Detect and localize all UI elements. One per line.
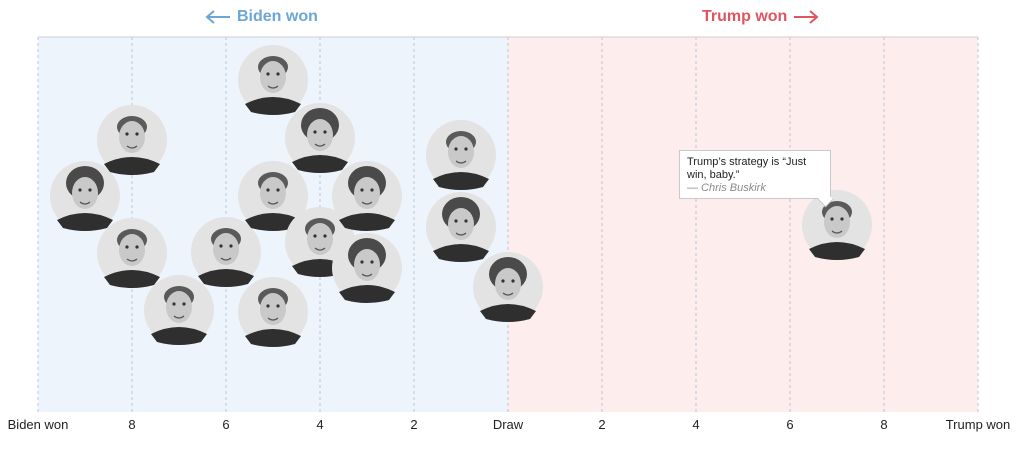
x-tick-label: Draw	[493, 417, 524, 432]
x-tick-label: 6	[222, 417, 229, 432]
x-tick-label: 2	[410, 417, 417, 432]
x-tick-label: 8	[128, 417, 135, 432]
x-tick-label: 4	[692, 417, 699, 432]
biden-won-label: Biden won	[237, 8, 318, 25]
pundit-avatar[interactable]	[332, 233, 402, 303]
pundit-avatar[interactable]	[238, 45, 308, 115]
quote-tooltip: Trump’s strategy is “Just win, baby.” — …	[679, 150, 834, 208]
x-tick-label: 8	[880, 417, 887, 432]
x-tick-label: Trump won	[946, 417, 1011, 432]
quote-text: Trump’s strategy is “Just win, baby.”	[687, 156, 807, 181]
x-tick-label: Biden won	[8, 417, 69, 432]
pundit-avatar[interactable]	[50, 161, 120, 231]
pundit-avatar[interactable]	[426, 120, 496, 190]
arrow-left-icon	[205, 10, 230, 24]
trump-won-label: Trump won	[702, 8, 788, 25]
x-tick-label: 4	[316, 417, 323, 432]
pundit-avatar[interactable]	[238, 161, 308, 231]
trump-region	[508, 37, 978, 412]
pundit-avatar[interactable]	[97, 105, 167, 175]
pundit-avatar[interactable]	[97, 218, 167, 288]
pundit-avatar[interactable]	[285, 103, 355, 173]
arrow-right-icon	[794, 10, 819, 24]
x-tick-label: 6	[786, 417, 793, 432]
pundit-avatar[interactable]	[426, 192, 496, 262]
pundit-points	[50, 45, 872, 347]
pundit-avatar[interactable]	[473, 252, 543, 322]
pundit-avatar[interactable]	[802, 190, 872, 260]
x-axis-ticks: Biden won 8 6 4 2 Draw 2 4 6 8 Trump won	[8, 417, 1011, 432]
pundit-avatar[interactable]	[332, 161, 402, 231]
biden-won-header: Biden won	[205, 8, 318, 26]
pundit-avatar[interactable]	[191, 217, 261, 287]
x-tick-label: 2	[598, 417, 605, 432]
quote-attribution: — Chris Buskirk	[687, 182, 766, 194]
pundit-avatar[interactable]	[238, 277, 308, 347]
pundit-avatar[interactable]	[144, 275, 214, 345]
trump-won-header: Trump won	[702, 8, 819, 26]
